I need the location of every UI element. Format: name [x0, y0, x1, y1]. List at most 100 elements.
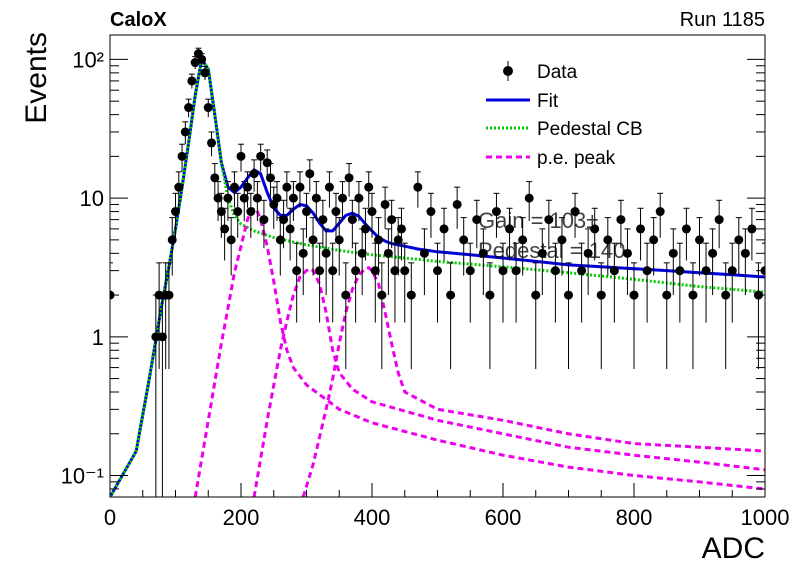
data-point	[570, 207, 580, 217]
data-point	[452, 199, 462, 209]
data-point	[734, 235, 744, 245]
data-point	[151, 332, 161, 342]
data-point	[285, 224, 295, 234]
data-point	[184, 103, 194, 113]
data-point	[616, 215, 626, 225]
data-point	[259, 215, 269, 225]
data-point	[622, 248, 632, 258]
data-point	[498, 266, 508, 276]
data-point	[740, 248, 750, 258]
data-point	[390, 266, 400, 276]
run-label: Run 1185	[680, 9, 765, 31]
data-point	[233, 207, 243, 217]
data-point	[265, 173, 275, 183]
data-point	[544, 215, 554, 225]
data-point	[174, 182, 184, 192]
data-point	[557, 235, 567, 245]
data-point	[203, 103, 213, 113]
data-point	[629, 290, 639, 300]
data-point	[226, 235, 236, 245]
x-axis-label: ADC	[702, 532, 765, 565]
data-point	[419, 248, 429, 258]
data-point	[383, 248, 393, 258]
data-point	[252, 193, 262, 203]
data-point	[609, 266, 619, 276]
y-tick-label: 10	[80, 186, 104, 211]
x-tick-label: 400	[354, 505, 391, 530]
data-point	[367, 207, 377, 217]
x-tick-label: 800	[616, 505, 653, 530]
data-point	[315, 266, 325, 276]
legend-label: Pedestal CB	[537, 119, 643, 140]
data-point	[341, 290, 351, 300]
data-point	[328, 266, 338, 276]
data-point	[321, 248, 331, 258]
y-tick-label: 10⁻¹	[61, 464, 104, 489]
data-point	[344, 173, 354, 183]
data-point	[360, 224, 370, 234]
plot-area	[110, 47, 765, 497]
data-point	[331, 207, 341, 217]
y-tick-label: 10²	[72, 47, 104, 72]
data-point	[577, 266, 587, 276]
y-tick-label: 1	[92, 325, 104, 350]
data-point	[213, 193, 223, 203]
y-axis-label: Events	[20, 32, 53, 124]
data-point	[465, 266, 475, 276]
legend-label: Fit	[537, 91, 559, 112]
data-point	[364, 182, 374, 192]
data-point	[406, 290, 416, 300]
data-point	[433, 266, 442, 276]
data-point	[223, 193, 233, 203]
data-point	[439, 224, 449, 234]
data-point	[721, 290, 731, 300]
data-point	[229, 182, 239, 192]
x-tick-label: 1000	[741, 505, 790, 530]
data-point	[347, 215, 357, 225]
data-point	[636, 224, 646, 234]
data-point	[279, 215, 289, 225]
data-point	[197, 54, 207, 64]
data-point	[675, 266, 685, 276]
fit-result-text: Gain = 103±	[478, 208, 598, 233]
data-point	[524, 193, 534, 203]
data-point	[590, 224, 600, 234]
data-point	[210, 173, 220, 183]
data-point	[308, 235, 318, 245]
data-point	[216, 207, 226, 217]
data-point	[714, 215, 724, 225]
data-point	[446, 290, 456, 300]
data-point	[311, 193, 321, 203]
data-point	[305, 169, 315, 179]
data-point	[288, 193, 298, 203]
data-point	[518, 235, 528, 245]
data-point	[207, 138, 217, 148]
data-point	[177, 151, 187, 161]
data-point	[324, 182, 334, 192]
data-point	[655, 207, 665, 217]
data-point	[180, 127, 190, 137]
data-point	[272, 193, 282, 203]
series-line-p-e-peak-1	[193, 205, 765, 497]
data-point	[370, 266, 380, 276]
data-point	[220, 224, 230, 234]
data-point	[354, 193, 364, 203]
data-point	[396, 224, 406, 234]
data-point	[596, 290, 606, 300]
data-point	[275, 235, 285, 245]
axes: 0 200 400 600 800 1000 10⁻¹ 1 10 10² Gain = 103± Pe…	[61, 34, 790, 530]
data-point	[167, 235, 177, 245]
data-point	[256, 151, 266, 161]
data-point	[387, 215, 397, 225]
data-point	[262, 158, 272, 168]
data-point	[642, 266, 652, 276]
x-tick-label: 600	[485, 505, 522, 530]
data-point	[338, 193, 348, 203]
data-point	[243, 182, 253, 192]
data-point	[708, 248, 718, 258]
data-point	[681, 224, 691, 234]
data-point	[377, 290, 387, 300]
data-point	[380, 199, 390, 209]
data-point	[187, 76, 197, 86]
